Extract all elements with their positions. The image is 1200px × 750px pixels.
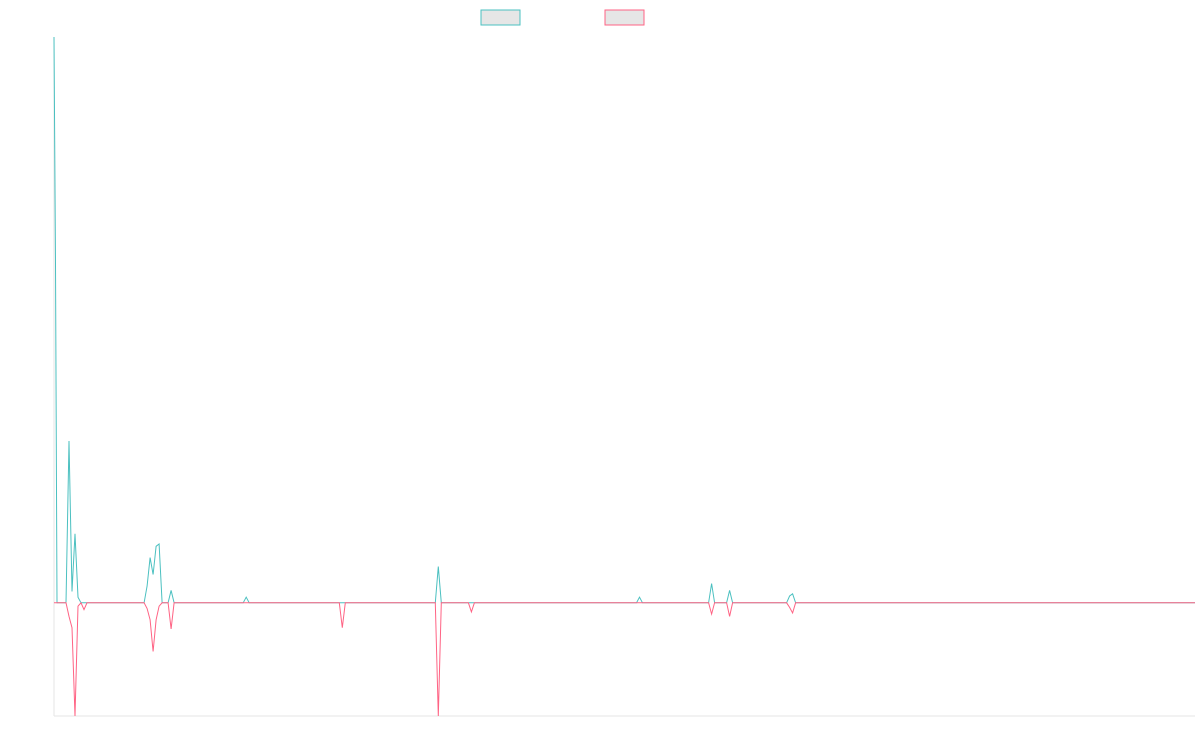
series-line-2 <box>54 601 1195 717</box>
legend[interactable] <box>480 9 645 26</box>
legend-swatch-1[interactable] <box>480 9 521 26</box>
plot-area <box>53 36 1195 717</box>
series-line-1 <box>53 36 1195 604</box>
legend-swatch-2[interactable] <box>604 9 645 26</box>
series-group <box>53 36 1195 717</box>
